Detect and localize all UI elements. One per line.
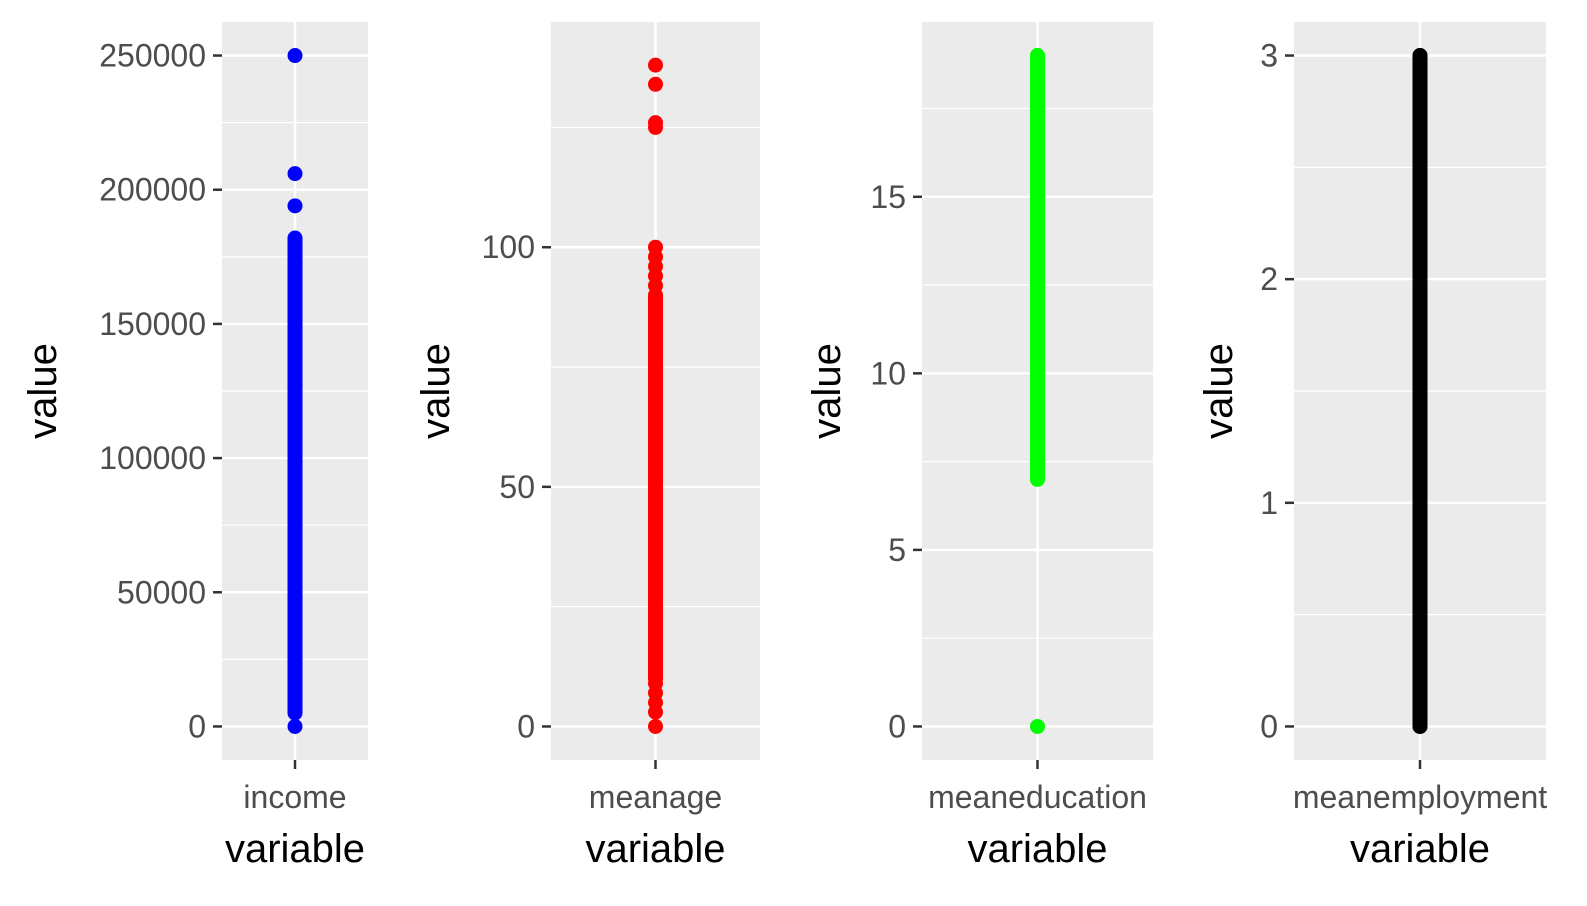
data-point [648,76,663,92]
y-tick-label: 0 [517,708,535,744]
x-axis-title: variable [967,827,1107,871]
data-point [648,115,663,131]
x-tick-label-meanage: meanage [589,779,722,815]
y-tick-label: 0 [888,708,906,744]
y-tick-label: 250000 [99,38,206,74]
y-axis-title: value [414,343,458,439]
y-tick-label: 10 [870,355,906,391]
panel-meaneducation: 0 5 10 15 meaneducation variable value [805,22,1153,871]
data-point [648,57,663,73]
y-tick-label: 100 [482,229,535,265]
x-axis-title: variable [225,827,365,871]
x-axis-title: variable [585,827,725,871]
y-tick-label: 100000 [99,440,206,476]
data-point [287,718,303,734]
y-tick-label: 150000 [99,306,206,342]
y-tick-label: 1 [1260,485,1278,521]
data-point [287,48,303,64]
y-tick-label: 5 [888,532,906,568]
panel-income: 0 50000 100000 150000 200000 250000 income vari… [21,22,368,871]
x-tick-label-income: income [243,779,346,815]
y-axis-title: value [1197,343,1241,439]
y-axis-title: value [805,343,849,439]
x-axis-title: variable [1350,827,1490,871]
data-point [1412,48,1428,64]
data-point [1412,718,1428,734]
x-tick-label-meaneducation: meaneducation [928,779,1147,815]
data-point [1030,48,1045,64]
data-point [648,675,663,691]
y-tick-label: 3 [1260,38,1278,74]
y-axis-title: value [21,343,65,439]
y-tick-label: 15 [870,179,906,215]
x-tick-label-meanemployment: meanemployment [1293,779,1547,815]
data-point [1030,718,1045,734]
data-point [1030,471,1045,487]
y-tick-label: 0 [1260,708,1278,744]
panel-meanage: 0 50 100 meanage variable value [414,22,760,871]
data-point [648,239,663,255]
y-tick-label: 2 [1260,261,1278,297]
y-tick-label: 50000 [117,574,206,610]
panel-meanemployment: 0 1 2 3 meanemployment variable value [1197,22,1547,871]
data-point [287,166,303,182]
data-point [648,718,663,734]
y-tick-label: 0 [188,708,206,744]
y-tick-label: 200000 [99,172,206,208]
data-point [287,198,303,214]
y-tick-label: 50 [499,469,535,505]
